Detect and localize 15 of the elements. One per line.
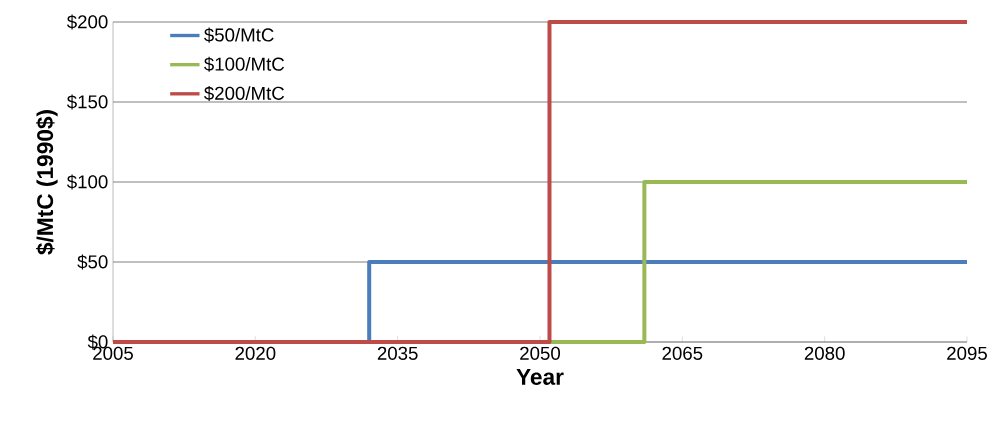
y-tick-label: $200	[66, 14, 108, 30]
x-tick-label: 2050	[520, 346, 561, 360]
x-tick-label: 2065	[662, 346, 703, 360]
legend-label: $50/MtC	[204, 27, 274, 43]
y-tick-label: $150	[66, 94, 108, 110]
y-tick-label: $100	[66, 174, 108, 190]
x-tick-label: 2095	[947, 346, 987, 360]
x-tick-label: 2020	[235, 346, 276, 360]
y-axis-title: $/MtC (1990$)	[36, 110, 58, 255]
x-tick-label: 2080	[804, 346, 845, 360]
x-tick-label: 2035	[377, 346, 418, 360]
x-axis-title: Year	[516, 369, 564, 385]
legend-label: $200/MtC	[204, 85, 285, 102]
y-tick-label: $50	[77, 254, 108, 270]
legend-label: $100/MtC	[204, 56, 285, 72]
